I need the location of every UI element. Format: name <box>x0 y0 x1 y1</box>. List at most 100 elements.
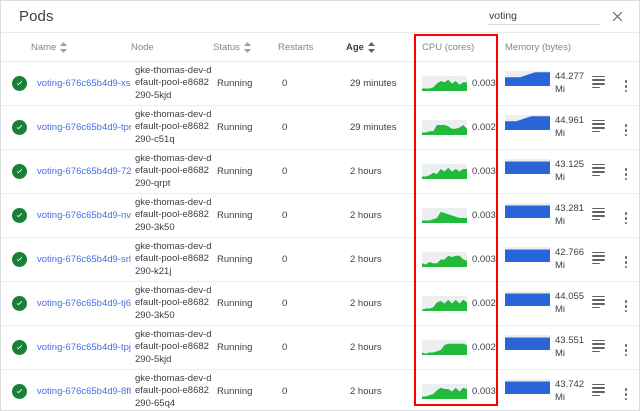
pod-age-cell: 2 hours <box>346 325 414 370</box>
column-header-menu <box>613 33 639 62</box>
pod-age-text: 29 minutes <box>350 122 397 133</box>
column-header-status[interactable]: Status <box>213 33 278 62</box>
more-options-icon[interactable] <box>624 256 628 269</box>
pod-menu-cell <box>613 281 639 326</box>
column-header-age-label: Age <box>346 41 364 53</box>
column-header-age[interactable]: Age <box>346 33 414 62</box>
pod-state-text: Running <box>217 254 253 265</box>
pod-status-cell <box>1 105 31 150</box>
cpu-sparkline <box>422 340 467 355</box>
pod-memory-cell: 44.055 Mi <box>499 281 584 326</box>
table-row[interactable]: voting-676c65b4d9-srl gke-thomas-dev-defa… <box>1 237 639 282</box>
more-options-icon[interactable] <box>624 388 628 401</box>
pod-state-text: Running <box>217 298 253 309</box>
more-options-icon[interactable] <box>624 168 628 181</box>
logs-icon[interactable] <box>591 207 605 221</box>
logs-icon[interactable] <box>591 75 605 89</box>
pod-restarts-text: 0 <box>282 166 288 177</box>
pod-name-cell: voting-676c65b4d9-tpr <box>31 105 131 150</box>
logs-icon[interactable] <box>591 339 605 353</box>
pod-logs-cell <box>583 105 613 150</box>
pod-age-cell: 29 minutes <box>346 61 414 106</box>
pod-memory-cell: 44.961 Mi <box>499 105 584 150</box>
pod-node-text: gke-thomas-dev-default-pool-e8682290-5kj… <box>135 64 212 101</box>
pod-name-link[interactable]: voting-676c65b4d9-tj6 <box>37 298 131 309</box>
table-row[interactable]: voting-676c65b4d9-tpr gke-thomas-dev-defa… <box>1 105 639 150</box>
pod-restarts-cell: 0 <box>278 149 346 194</box>
logs-icon[interactable] <box>591 295 605 309</box>
pod-name-cell: voting-676c65b4d9-xs <box>31 61 131 106</box>
table-row[interactable]: voting-676c65b4d9-8f8 gke-thomas-dev-defa… <box>1 370 639 411</box>
pod-cpu-cell: 0.003 <box>414 149 499 194</box>
pod-menu-cell <box>613 105 639 150</box>
more-options-icon[interactable] <box>624 344 628 357</box>
sort-icon[interactable] <box>60 41 68 53</box>
table-row[interactable]: voting-676c65b4d9-xs gke-thomas-dev-defau… <box>1 61 639 106</box>
sort-icon[interactable] <box>243 41 251 53</box>
pod-name-link[interactable]: voting-676c65b4d9-tpj <box>37 342 131 353</box>
pod-logs-cell <box>583 237 613 282</box>
pod-name-link[interactable]: voting-676c65b4d9-xs <box>37 78 131 89</box>
logs-icon[interactable] <box>591 119 605 133</box>
more-options-icon[interactable] <box>624 300 628 313</box>
sort-icon[interactable] <box>367 41 375 53</box>
pod-node-cell: gke-thomas-dev-default-pool-e8682290-k21… <box>131 237 213 282</box>
status-ok-icon <box>11 340 27 355</box>
memory-value: 43.125 Mi <box>555 159 584 185</box>
pod-state-cell: Running <box>213 281 278 326</box>
memory-value: 44.055 Mi <box>555 291 584 317</box>
memory-value: 44.277 Mi <box>555 71 584 97</box>
pod-restarts-cell: 0 <box>278 105 346 150</box>
memory-sparkline <box>505 246 550 262</box>
pod-node-cell: gke-thomas-dev-default-pool-e8682290-65q… <box>131 370 213 411</box>
pod-age-cell: 2 hours <box>346 149 414 194</box>
status-ok-icon <box>11 296 27 311</box>
more-options-icon[interactable] <box>624 212 628 225</box>
pod-state-text: Running <box>217 386 253 397</box>
pod-node-cell: gke-thomas-dev-default-pool-e8682290-qrp… <box>131 149 213 194</box>
pods-table-body: voting-676c65b4d9-xs gke-thomas-dev-defau… <box>1 61 639 411</box>
pod-state-text: Running <box>217 166 253 177</box>
search-input[interactable] <box>488 8 600 25</box>
pod-menu-cell <box>613 370 639 411</box>
logs-icon[interactable] <box>591 383 605 397</box>
column-header-cpu: CPU (cores) <box>414 33 499 62</box>
pod-memory-cell: 44.277 Mi <box>499 61 584 106</box>
pod-status-cell <box>1 281 31 326</box>
table-row[interactable]: voting-676c65b4d9-nv gke-thomas-dev-defau… <box>1 193 639 238</box>
logs-icon[interactable] <box>591 251 605 265</box>
cpu-sparkline <box>422 208 467 223</box>
table-row[interactable]: voting-676c65b4d9-tpj gke-thomas-dev-defa… <box>1 325 639 370</box>
pod-name-link[interactable]: voting-676c65b4d9-srl <box>37 254 131 265</box>
pod-menu-cell <box>613 237 639 282</box>
pod-age-text: 2 hours <box>350 342 382 353</box>
search-area <box>488 8 625 25</box>
memory-value: 43.551 Mi <box>555 335 584 361</box>
logs-icon[interactable] <box>591 163 605 177</box>
pod-age-cell: 2 hours <box>346 237 414 282</box>
pod-name-link[interactable]: voting-676c65b4d9-72 <box>37 166 131 177</box>
table-row[interactable]: voting-676c65b4d9-72 gke-thomas-dev-defau… <box>1 149 639 194</box>
status-ok-icon <box>11 252 27 267</box>
pod-node-text: gke-thomas-dev-default-pool-e8682290-3k5… <box>135 284 212 321</box>
pod-node-cell: gke-thomas-dev-default-pool-e8682290-c51… <box>131 105 213 150</box>
pod-age-text: 2 hours <box>350 298 382 309</box>
close-icon[interactable] <box>610 9 625 24</box>
pod-name-link[interactable]: voting-676c65b4d9-nv <box>37 210 131 221</box>
pod-logs-cell <box>583 325 613 370</box>
pod-node-text: gke-thomas-dev-default-pool-e8682290-qrp… <box>135 152 212 189</box>
column-header-name[interactable]: Name <box>31 33 131 62</box>
table-row[interactable]: voting-676c65b4d9-tj6 gke-thomas-dev-defa… <box>1 281 639 326</box>
more-options-icon[interactable] <box>624 124 628 137</box>
pod-cpu-cell: 0.002 <box>414 325 499 370</box>
pod-name-link[interactable]: voting-676c65b4d9-8f8 <box>37 386 131 397</box>
pod-restarts-text: 0 <box>282 78 288 89</box>
pod-name-link[interactable]: voting-676c65b4d9-tpr <box>37 122 131 133</box>
pod-restarts-cell: 0 <box>278 370 346 411</box>
memory-sparkline <box>505 334 550 350</box>
cpu-value: 0.003 <box>472 78 496 89</box>
pod-node-text: gke-thomas-dev-default-pool-e8682290-65q… <box>135 372 212 409</box>
pod-age-text: 29 minutes <box>350 78 397 89</box>
pod-restarts-text: 0 <box>282 298 288 309</box>
more-options-icon[interactable] <box>624 80 628 93</box>
